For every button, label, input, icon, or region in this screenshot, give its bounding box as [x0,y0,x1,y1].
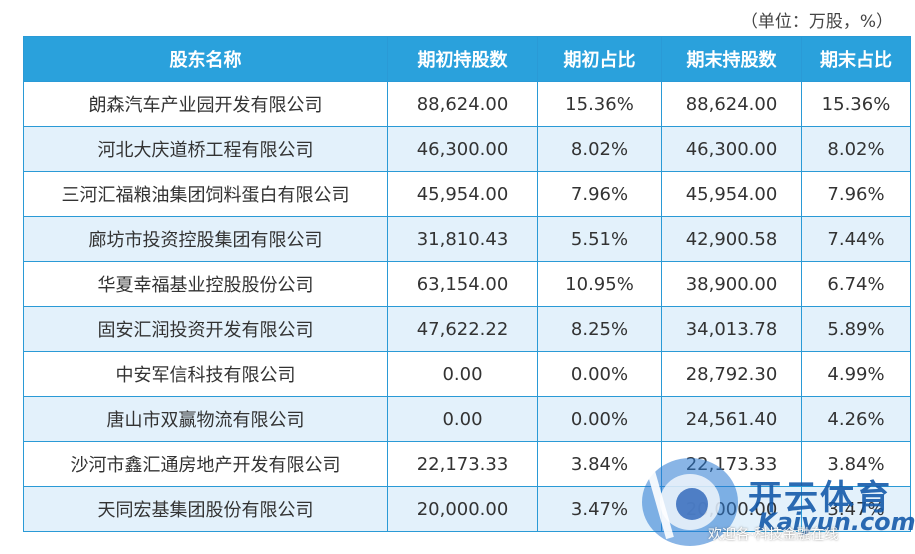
cell-end-ratio: 6.74% [801,261,911,307]
cell-start-ratio: 5.51% [537,216,662,262]
cell-start-shares: 0.00 [387,396,538,442]
cell-start-ratio: 15.36% [537,81,662,127]
cell-start-shares: 63,154.00 [387,261,538,307]
table-row: 河北大庆道桥工程有限公司 46,300.00 8.02% 46,300.00 8.02% [23,126,911,172]
cell-shareholder-name: 华夏幸福基业控股股份公司 [23,261,388,307]
cell-end-ratio: 8.02% [801,126,911,172]
table-row: 固安汇润投资开发有限公司 47,622.22 8.25% 34,013.78 5.89% [23,306,911,352]
cell-end-ratio: 15.36% [801,81,911,127]
cell-start-shares: 46,300.00 [387,126,538,172]
cell-start-ratio: 7.96% [537,171,662,217]
watermark-domain: Kaiyun.com [758,508,915,536]
cell-end-shares: 45,954.00 [661,171,802,217]
cell-start-ratio: 8.02% [537,126,662,172]
cell-shareholder-name: 朗森汽车产业园开发有限公司 [23,81,388,127]
cell-start-shares: 88,624.00 [387,81,538,127]
cell-start-shares: 45,954.00 [387,171,538,217]
cell-shareholder-name: 天同宏基集团股份有限公司 [23,486,388,532]
cell-start-ratio: 0.00% [537,396,662,442]
cell-start-shares: 0.00 [387,351,538,397]
cell-start-shares: 20,000.00 [387,486,538,532]
table-row: 朗森汽车产业园开发有限公司 88,624.00 15.36% 88,624.00 15.… [23,81,911,127]
header-end-shares: 期末持股数 [661,36,802,82]
cell-end-ratio: 5.89% [801,306,911,352]
cell-end-ratio: 3.84% [801,441,911,487]
cell-shareholder-name: 唐山市双赢物流有限公司 [23,396,388,442]
cell-shareholder-name: 沙河市鑫汇通房地产开发有限公司 [23,441,388,487]
table-header-row: 股东名称 期初持股数 期初占比 期末持股数 期末占比 [23,36,911,82]
table-row: 廊坊市投资控股集团有限公司 31,810.43 5.51% 42,900.58 7.44… [23,216,911,262]
unit-note: （单位：万股，%） [740,12,893,32]
watermark-brand: 开云体育 [748,478,892,518]
cell-end-ratio: 3.47% [801,486,911,532]
cell-end-shares: 42,900.58 [661,216,802,262]
cell-start-shares: 22,173.33 [387,441,538,487]
cell-end-shares: 88,624.00 [661,81,802,127]
shareholder-table: 股东名称 期初持股数 期初占比 期末持股数 期末占比 朗森汽车产业园开发有限公司… [23,36,911,532]
cell-start-shares: 47,622.22 [387,306,538,352]
header-shareholder-name: 股东名称 [23,36,388,82]
header-start-shares: 期初持股数 [387,36,538,82]
watermark-slogan: 欢迎各·科技金融在线 [708,527,839,543]
table-row: 天同宏基集团股份有限公司 20,000.00 3.47% 20,000.00 3.47% [23,486,911,532]
cell-start-ratio: 10.95% [537,261,662,307]
cell-start-shares: 31,810.43 [387,216,538,262]
cell-shareholder-name: 固安汇润投资开发有限公司 [23,306,388,352]
cell-shareholder-name: 中安军信科技有限公司 [23,351,388,397]
cell-start-ratio: 0.00% [537,351,662,397]
cell-end-ratio: 4.99% [801,351,911,397]
header-end-ratio: 期末占比 [801,36,911,82]
cell-end-shares: 38,900.00 [661,261,802,307]
header-start-ratio: 期初占比 [537,36,662,82]
cell-end-shares: 34,013.78 [661,306,802,352]
cell-end-shares: 46,300.00 [661,126,802,172]
cell-shareholder-name: 三河汇福粮油集团饲料蛋白有限公司 [23,171,388,217]
cell-end-ratio: 4.26% [801,396,911,442]
cell-start-ratio: 3.84% [537,441,662,487]
cell-shareholder-name: 廊坊市投资控股集团有限公司 [23,216,388,262]
cell-end-ratio: 7.44% [801,216,911,262]
cell-end-shares: 24,561.40 [661,396,802,442]
cell-end-ratio: 7.96% [801,171,911,217]
table-row: 华夏幸福基业控股股份公司 63,154.00 10.95% 38,900.00 6.74… [23,261,911,307]
table-row: 唐山市双赢物流有限公司 0.00 0.00% 24,561.40 4.26% [23,396,911,442]
cell-end-shares: 28,792.30 [661,351,802,397]
table-row: 三河汇福粮油集团饲料蛋白有限公司 45,954.00 7.96% 45,954.00 7… [23,171,911,217]
cell-shareholder-name: 河北大庆道桥工程有限公司 [23,126,388,172]
cell-start-ratio: 8.25% [537,306,662,352]
table-row: 中安军信科技有限公司 0.00 0.00% 28,792.30 4.99% [23,351,911,397]
cell-start-ratio: 3.47% [537,486,662,532]
